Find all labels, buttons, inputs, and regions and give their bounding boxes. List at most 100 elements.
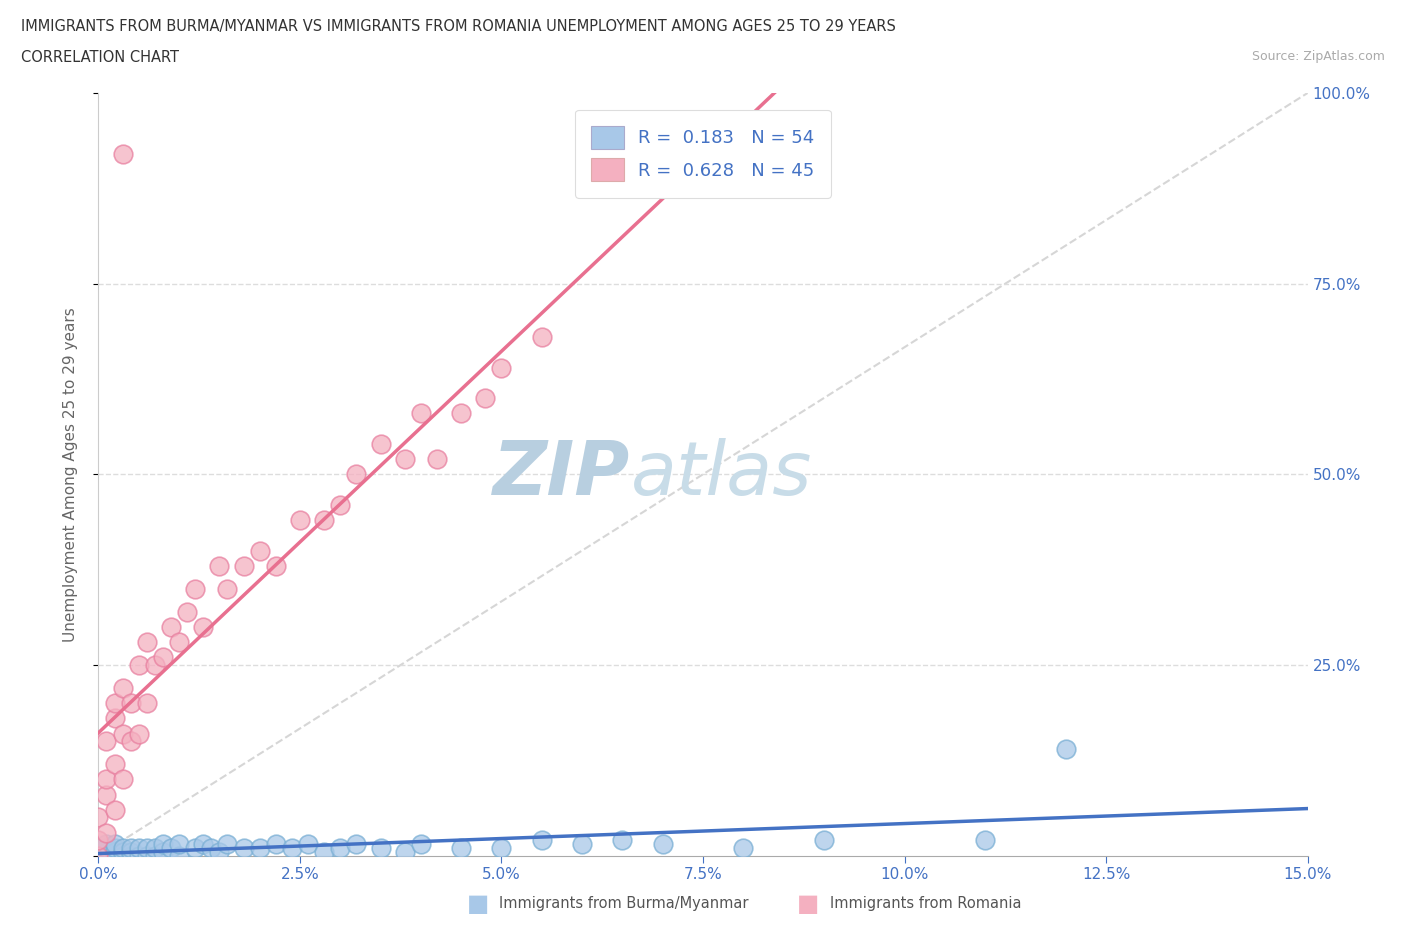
Point [103, 803, 125, 817]
Point [232, 558, 254, 573]
Text: Immigrants from Burma/Myanmar: Immigrants from Burma/Myanmar [499, 897, 748, 911]
Point [426, 452, 449, 467]
Point [135, 848, 157, 863]
Point [297, 837, 319, 852]
Point [103, 711, 125, 725]
Point [813, 833, 835, 848]
Point [314, 512, 336, 527]
Point [450, 841, 472, 856]
Point [87, 841, 110, 856]
Point [370, 436, 392, 451]
Point [217, 581, 239, 596]
Point [103, 848, 125, 863]
Point [208, 844, 231, 859]
Point [193, 619, 215, 634]
Point [281, 841, 304, 856]
Text: CORRELATION CHART: CORRELATION CHART [21, 50, 179, 65]
Point [120, 844, 142, 859]
Point [135, 696, 157, 711]
Point [474, 391, 496, 405]
Point [394, 844, 416, 859]
Point [128, 726, 150, 741]
Point [167, 837, 190, 852]
Text: ■: ■ [797, 892, 820, 916]
Point [103, 696, 125, 711]
Point [249, 841, 271, 856]
Point [530, 833, 553, 848]
Point [143, 658, 166, 672]
Point [394, 452, 416, 467]
Point [491, 841, 513, 856]
Point [370, 841, 392, 856]
Point [491, 360, 513, 375]
Text: ■: ■ [467, 892, 489, 916]
Point [103, 844, 125, 859]
Point [612, 833, 634, 848]
Point [409, 837, 432, 852]
Point [120, 734, 142, 749]
Point [96, 844, 118, 859]
Text: Immigrants from Romania: Immigrants from Romania [830, 897, 1021, 911]
Point [152, 837, 174, 852]
Point [143, 848, 166, 863]
Point [103, 757, 125, 772]
Text: ZIP: ZIP [494, 438, 630, 511]
Point [111, 681, 134, 696]
Point [87, 810, 110, 825]
Point [217, 837, 239, 852]
Point [87, 844, 110, 859]
Point [344, 837, 367, 852]
Point [128, 848, 150, 863]
Point [152, 844, 174, 859]
Point [128, 841, 150, 856]
Point [96, 841, 118, 856]
Point [208, 558, 231, 573]
Point [249, 543, 271, 558]
Point [96, 734, 118, 749]
Point [103, 837, 125, 852]
Point [184, 581, 207, 596]
Text: Source: ZipAtlas.com: Source: ZipAtlas.com [1251, 50, 1385, 63]
Point [651, 837, 673, 852]
Point [87, 848, 110, 863]
Legend: R =  0.183   N = 54, R =  0.628   N = 45: R = 0.183 N = 54, R = 0.628 N = 45 [575, 110, 831, 197]
Point [111, 841, 134, 856]
Point [409, 405, 432, 420]
Point [135, 634, 157, 649]
Point [160, 841, 183, 856]
Point [128, 658, 150, 672]
Point [96, 837, 118, 852]
Point [167, 634, 190, 649]
Point [344, 467, 367, 482]
Point [264, 558, 287, 573]
Point [152, 650, 174, 665]
Point [96, 848, 118, 863]
Point [96, 825, 118, 840]
Point [974, 833, 997, 848]
Point [167, 848, 190, 863]
Point [143, 841, 166, 856]
Point [87, 833, 110, 848]
Point [450, 405, 472, 420]
Point [111, 726, 134, 741]
Point [160, 619, 183, 634]
Point [571, 837, 593, 852]
Point [135, 841, 157, 856]
Point [87, 848, 110, 863]
Point [111, 844, 134, 859]
Point [193, 837, 215, 852]
Point [111, 848, 134, 863]
Point [200, 841, 222, 856]
Point [733, 841, 755, 856]
Text: atlas: atlas [630, 438, 811, 511]
Point [176, 604, 198, 619]
Point [232, 841, 254, 856]
Point [111, 147, 134, 162]
Point [120, 841, 142, 856]
Y-axis label: Unemployment Among Ages 25 to 29 years: Unemployment Among Ages 25 to 29 years [63, 307, 77, 642]
Point [120, 848, 142, 863]
Point [184, 841, 207, 856]
Point [103, 841, 125, 856]
Point [329, 498, 352, 512]
Point [288, 512, 311, 527]
